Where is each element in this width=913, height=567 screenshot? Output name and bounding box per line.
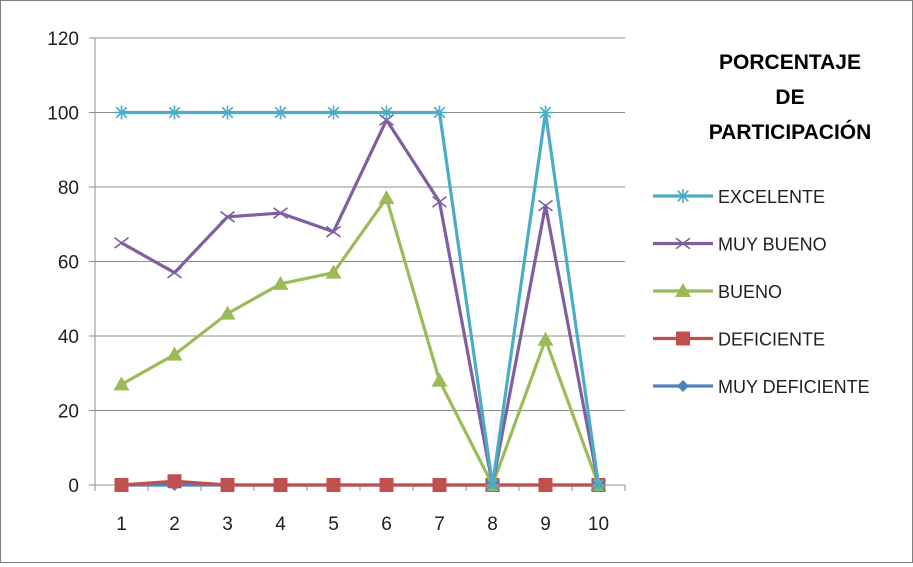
series-bueno <box>113 190 607 491</box>
deficiente-point <box>167 474 182 489</box>
muy-bueno-point <box>114 236 129 249</box>
x-tick-label: 3 <box>222 514 233 535</box>
excelente-point <box>591 478 606 492</box>
deficiente-point <box>220 478 235 492</box>
deficiente-point <box>273 478 288 492</box>
x-tick-label: 2 <box>169 514 180 535</box>
y-tick-label: 0 <box>68 476 79 497</box>
bueno-point <box>378 190 395 205</box>
deficiente-point <box>379 478 394 492</box>
y-tick-label: 120 <box>47 29 79 50</box>
x-tick-label: 6 <box>381 514 392 535</box>
legend-label: MUY BUENO <box>718 235 827 255</box>
deficiente-point <box>538 478 553 492</box>
legend-deficiente-point <box>676 331 690 346</box>
series-line-deficiente <box>121 479 599 487</box>
x-tick-label: 5 <box>328 514 339 535</box>
series-muy-bueno <box>114 114 606 491</box>
legend-item-deficiente: DEFICIENTE <box>653 330 825 350</box>
excelente-point <box>538 105 553 120</box>
excelente-point <box>220 105 235 120</box>
x-tick-label: 9 <box>540 514 551 535</box>
legend-muy-deficiente-point <box>677 380 689 392</box>
deficiente-point <box>432 478 447 492</box>
excelente-point <box>273 105 288 120</box>
y-tick-label: 60 <box>58 253 79 274</box>
bueno-point <box>272 275 289 290</box>
series-excelente <box>114 105 606 492</box>
muy-bueno-point <box>273 207 288 219</box>
bueno-point <box>325 264 342 279</box>
legend-item-bueno: BUENO <box>653 282 782 302</box>
legend-excelente-point <box>676 189 690 203</box>
bueno-point <box>431 372 448 387</box>
legend-item-muy-deficiente: MUY DEFICIENTE <box>653 377 870 397</box>
legend-item-muy-bueno: MUY BUENO <box>653 235 827 255</box>
x-tick-label: 7 <box>434 514 445 535</box>
y-tick-label: 80 <box>58 178 79 199</box>
bueno-point <box>113 376 130 391</box>
y-tick-label: 20 <box>58 402 79 423</box>
x-tick-label: 10 <box>588 514 609 535</box>
deficiente-point <box>114 478 129 492</box>
muy-bueno-point <box>167 266 182 279</box>
bueno-point <box>219 305 236 320</box>
chart-title-line: DE <box>775 86 804 109</box>
legend-item-excelente: EXCELENTE <box>653 187 825 207</box>
chart-title-line: PARTICIPACIÓN <box>709 120 872 144</box>
excelente-point <box>167 105 182 120</box>
legend-label: DEFICIENTE <box>718 330 825 350</box>
muy-bueno-point <box>432 196 447 208</box>
x-tick-label: 8 <box>487 514 498 535</box>
legend-label: BUENO <box>718 282 782 302</box>
excelente-point <box>114 105 129 120</box>
legend-bueno-point <box>675 283 691 297</box>
y-tick-label: 100 <box>47 104 79 125</box>
bueno-point <box>537 331 554 346</box>
series-line-excelente <box>121 110 601 487</box>
x-tick-label: 1 <box>116 514 127 535</box>
legend-label: MUY DEFICIENTE <box>718 377 870 397</box>
deficiente-point <box>326 478 341 492</box>
excelente-point <box>379 105 394 120</box>
x-tick-label: 4 <box>275 514 286 535</box>
muy-bueno-point <box>220 210 235 223</box>
series-line-bueno <box>120 196 601 487</box>
excelente-point <box>485 478 500 492</box>
series-line-muy-bueno <box>120 118 601 487</box>
excelente-point <box>432 105 447 120</box>
y-tick-label: 40 <box>58 327 79 348</box>
legend-label: EXCELENTE <box>718 187 825 207</box>
bueno-point <box>166 346 183 361</box>
legend-muy-bueno-point <box>675 237 691 250</box>
excelente-point <box>326 105 341 120</box>
chart-title-line: PORCENTAJE <box>719 51 861 74</box>
muy-bueno-point <box>538 199 553 212</box>
muy-bueno-point <box>326 225 341 238</box>
